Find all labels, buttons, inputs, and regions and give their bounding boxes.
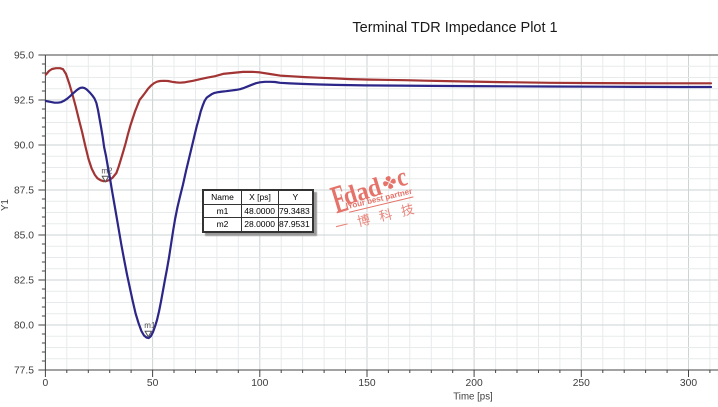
svg-text:m2: m2 [101,166,113,175]
svg-text:Y1: Y1 [0,199,11,211]
svg-text:200: 200 [466,378,483,389]
svg-text:92.5: 92.5 [14,96,34,107]
svg-text:77.5: 77.5 [14,366,34,377]
svg-text:m1: m1 [144,321,156,330]
svg-text:50: 50 [147,378,159,389]
svg-text:150: 150 [358,378,375,389]
svg-text:Time [ps]: Time [ps] [453,392,492,403]
svg-text:100: 100 [251,378,268,389]
svg-text:0: 0 [43,378,49,389]
svg-text:250: 250 [573,378,590,389]
svg-text:300: 300 [680,378,697,389]
svg-text:Terminal TDR Impedance Plot 1: Terminal TDR Impedance Plot 1 [352,20,557,36]
svg-text:87.5: 87.5 [14,186,34,197]
svg-text:80.0: 80.0 [14,321,34,332]
svg-text:95.0: 95.0 [14,51,34,62]
svg-text:90.0: 90.0 [14,141,34,152]
svg-text:82.5: 82.5 [14,276,34,287]
svg-text:85.0: 85.0 [14,231,34,242]
